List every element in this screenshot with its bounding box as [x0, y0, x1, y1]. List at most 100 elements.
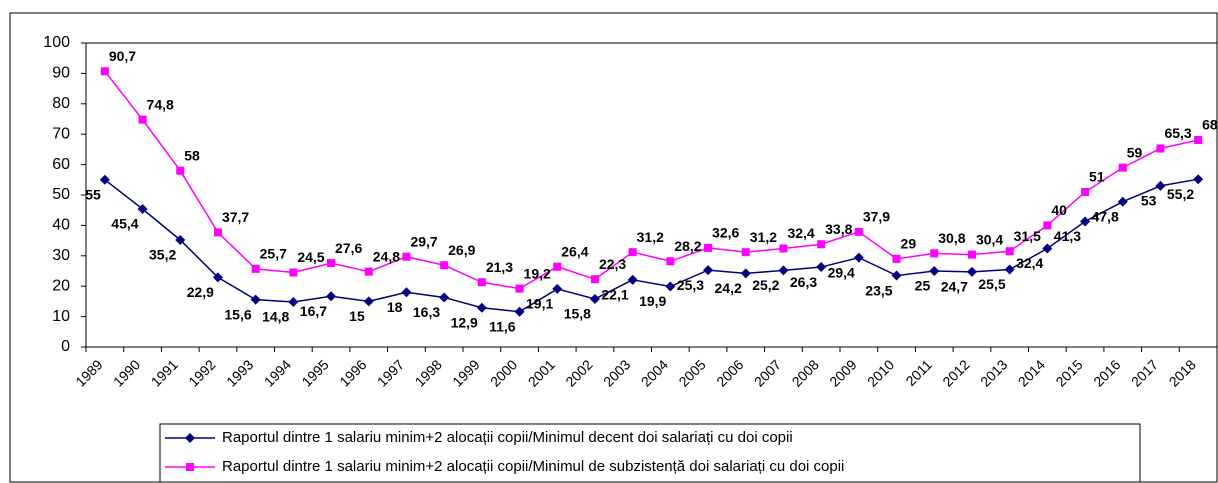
- value-label: 68,1: [1202, 117, 1218, 133]
- data-point: [1005, 247, 1014, 256]
- value-label: 32,4: [1016, 255, 1043, 271]
- data-point: [175, 234, 186, 245]
- data-point: [250, 294, 261, 305]
- value-label: 15: [349, 308, 365, 324]
- data-point: [853, 252, 864, 263]
- value-label: 29,4: [828, 264, 855, 280]
- data-point: [1118, 163, 1127, 172]
- value-label: 30,4: [976, 231, 1003, 247]
- data-point: [817, 240, 826, 249]
- value-label: 11,6: [489, 318, 516, 334]
- data-point: [967, 250, 976, 259]
- value-label: 16,7: [300, 303, 327, 319]
- data-point: [1194, 135, 1203, 144]
- data-point: [1004, 264, 1015, 275]
- value-label: 37,7: [222, 209, 249, 225]
- y-tick-label: 90: [52, 65, 70, 82]
- value-label: 22,3: [599, 256, 626, 272]
- data-point: [966, 266, 977, 277]
- data-point: [590, 275, 599, 284]
- data-point: [477, 278, 486, 287]
- data-point: [402, 252, 411, 261]
- value-label: 55: [85, 187, 101, 203]
- data-point: [99, 174, 110, 185]
- value-label: 31,5: [1014, 228, 1041, 244]
- value-label: 28,2: [674, 238, 701, 254]
- value-label: 55,2: [1167, 186, 1194, 202]
- data-point: [137, 203, 148, 214]
- data-point: [515, 284, 524, 293]
- data-point: [288, 297, 299, 308]
- data-point: [212, 272, 223, 283]
- data-point: [176, 166, 185, 175]
- legend-label: Raportul dintre 1 salariu minim+2 alocaț…: [222, 458, 844, 475]
- data-point: [816, 262, 827, 273]
- value-label: 37,9: [863, 208, 890, 224]
- value-label: 25,2: [752, 277, 779, 293]
- data-point: [778, 265, 789, 276]
- y-tick-label: 100: [43, 34, 70, 51]
- value-label: 25: [915, 278, 931, 294]
- value-label: 41,3: [1054, 228, 1081, 244]
- legend-label: Raportul dintre 1 salariu minim+2 alocaț…: [222, 429, 793, 446]
- value-label: 16,3: [413, 304, 440, 320]
- value-label: 25,7: [260, 246, 287, 262]
- data-point: [401, 287, 412, 298]
- data-point: [363, 296, 374, 307]
- value-label: 25,3: [677, 277, 704, 293]
- value-label: 24,5: [297, 249, 324, 265]
- data-point: [1156, 144, 1165, 153]
- value-label: 21,3: [486, 259, 513, 275]
- data-point: [514, 306, 525, 317]
- value-label: 27,6: [335, 240, 362, 256]
- data-point: [553, 262, 562, 271]
- value-label: 35,2: [149, 247, 176, 263]
- value-label: 18: [387, 299, 403, 315]
- value-label: 53: [1141, 193, 1157, 209]
- value-label: 58: [184, 147, 200, 163]
- data-point: [364, 267, 373, 276]
- data-point: [703, 265, 714, 276]
- data-point: [741, 248, 750, 257]
- legend-marker: [186, 463, 194, 471]
- value-label: 19,2: [524, 265, 551, 281]
- value-label: 22,1: [601, 287, 628, 303]
- chart-border: [9, 12, 1218, 483]
- value-label: 14,8: [262, 309, 289, 325]
- data-point: [552, 283, 563, 294]
- data-point: [1042, 243, 1053, 254]
- value-label: 40: [1051, 202, 1067, 218]
- data-point: [891, 270, 902, 281]
- series-line: [104, 70, 1199, 290]
- data-point: [854, 227, 863, 236]
- value-label: 24,8: [373, 248, 400, 264]
- data-point: [1193, 174, 1204, 185]
- data-point: [251, 264, 260, 273]
- data-point: [1117, 196, 1128, 207]
- y-tick-label: 70: [52, 125, 70, 142]
- data-point: [138, 115, 147, 124]
- value-label: 29,7: [410, 233, 437, 249]
- y-tick-label: 40: [52, 217, 70, 234]
- value-label: 19,9: [639, 293, 666, 309]
- data-point: [1080, 216, 1091, 227]
- value-label: 26,9: [448, 242, 475, 258]
- data-point: [439, 292, 450, 303]
- value-label: 22,9: [187, 284, 214, 300]
- value-label: 31,2: [750, 229, 777, 245]
- series-line: [104, 178, 1199, 313]
- data-point: [892, 254, 901, 263]
- data-point: [665, 281, 676, 292]
- data-point: [589, 293, 600, 304]
- value-label: 29: [901, 236, 917, 252]
- y-tick-label: 20: [52, 277, 70, 294]
- value-label: 12,9: [451, 314, 478, 330]
- value-label: 15,8: [564, 306, 591, 322]
- data-point: [327, 259, 336, 268]
- value-label: 26,3: [790, 274, 817, 290]
- data-point: [1043, 221, 1052, 230]
- data-point: [213, 228, 222, 237]
- data-point: [627, 274, 638, 285]
